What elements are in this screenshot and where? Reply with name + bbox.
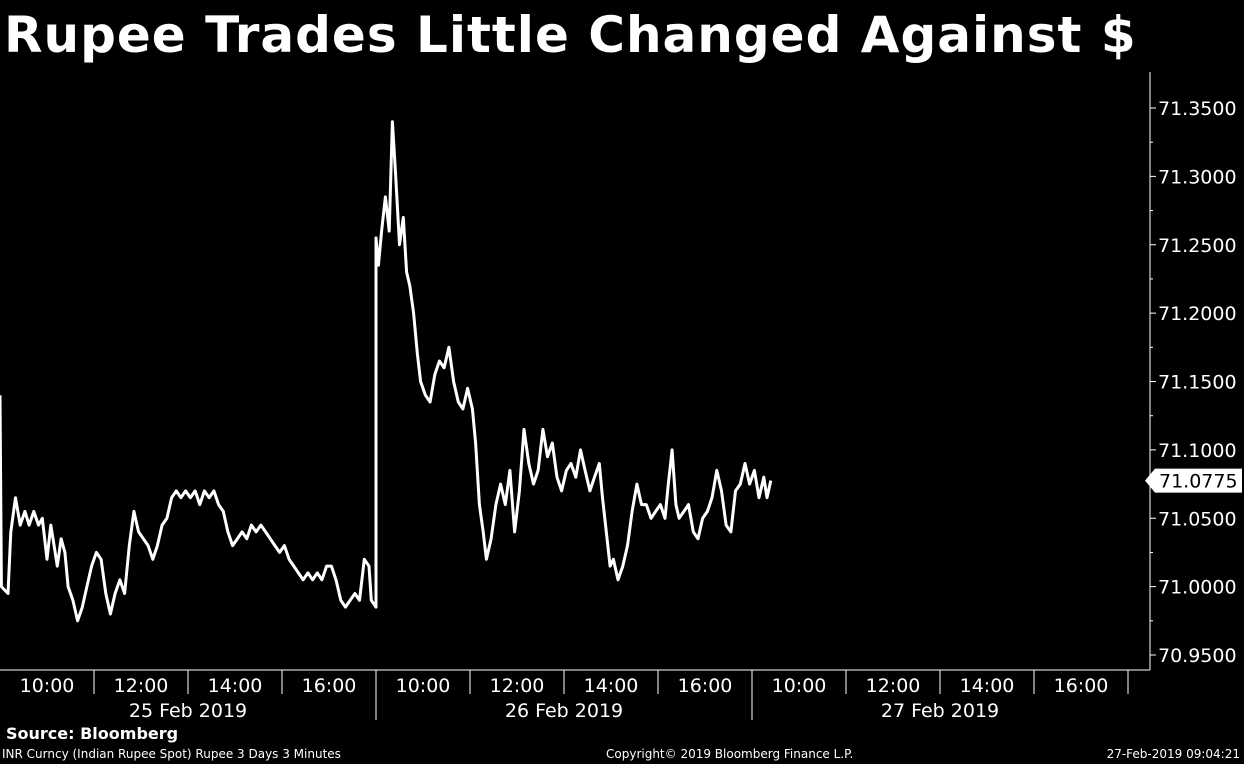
y-tick-label: 71.1000 — [1158, 440, 1237, 462]
footer-copyright: Copyright© 2019 Bloomberg Finance L.P. — [606, 747, 854, 761]
last-value-badge-shape — [1145, 468, 1242, 493]
plot-area — [0, 120, 773, 623]
y-tick-label: 71.2500 — [1158, 235, 1237, 257]
chart-axes — [0, 72, 1151, 720]
x-tick-label: 12:00 — [866, 675, 921, 697]
x-tick-label: 16:00 — [1054, 675, 1109, 697]
y-tick-label: 71.1500 — [1158, 372, 1237, 394]
x-date-label: 25 Feb 2019 — [129, 700, 247, 722]
y-tick-label: 70.9500 — [1158, 645, 1237, 667]
x-tick-label: 12:00 — [490, 675, 545, 697]
x-tick-label: 12:00 — [114, 675, 169, 697]
x-tick-label: 10:00 — [772, 675, 827, 697]
x-tick-label: 14:00 — [208, 675, 263, 697]
footer-ticker-description: INR Curncy (Indian Rupee Spot) Rupee 3 D… — [2, 747, 341, 761]
y-tick-label: 71.2000 — [1158, 303, 1237, 325]
x-tick-label: 16:00 — [678, 675, 733, 697]
x-tick-label: 14:00 — [584, 675, 639, 697]
y-tick-label: 71.0500 — [1158, 508, 1237, 530]
y-tick-label: 71.0000 — [1158, 577, 1237, 599]
x-date-label: 26 Feb 2019 — [505, 700, 623, 722]
x-tick-label: 14:00 — [960, 675, 1015, 697]
x-tick-label: 10:00 — [396, 675, 451, 697]
y-tick-label: 71.3500 — [1158, 98, 1237, 120]
y-axis-ticks: 71.3500 71.3000 71.2500 71.2000 71.1500 71.10… — [1150, 98, 1237, 667]
last-value-label: 71.0775 — [1159, 471, 1238, 493]
x-axis-ticks: 10:00 12:00 14:00 16:00 25 Feb 2019 10:00 12:0… — [20, 670, 1129, 722]
chart-title: Rupee Trades Little Changed Against $ — [4, 6, 1137, 64]
x-tick-label: 10:00 — [20, 675, 75, 697]
y-tick-label: 71.3000 — [1158, 166, 1237, 188]
footer-timestamp: 27-Feb-2019 09:04:21 — [1106, 747, 1240, 761]
last-value-badge: 71.0775 — [1145, 468, 1242, 493]
chart-source: Source: Bloomberg — [6, 724, 179, 743]
x-date-label: 27 Feb 2019 — [881, 700, 999, 722]
x-tick-label: 16:00 — [302, 675, 357, 697]
series-line-0 — [0, 120, 773, 623]
